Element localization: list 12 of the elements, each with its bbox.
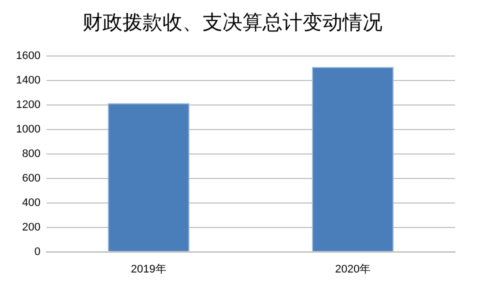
y-tick-label: 1200 <box>16 98 40 111</box>
y-tick-label: 800 <box>22 148 40 160</box>
y-tick-label: 600 <box>22 172 40 184</box>
y-tick-label: 1000 <box>16 123 40 136</box>
chart-title: 财政拨款收、支决算总计变动情况 <box>82 10 382 34</box>
y-tick-label: 200 <box>22 221 40 234</box>
y-tick-label: 1600 <box>16 50 40 62</box>
x-tick-label: 2019年 <box>130 263 166 276</box>
y-tick-label: 0 <box>34 246 40 258</box>
y-tick-label: 400 <box>22 196 40 209</box>
x-tick-label: 2020年 <box>335 263 371 276</box>
y-tick-label: 1400 <box>16 74 40 87</box>
